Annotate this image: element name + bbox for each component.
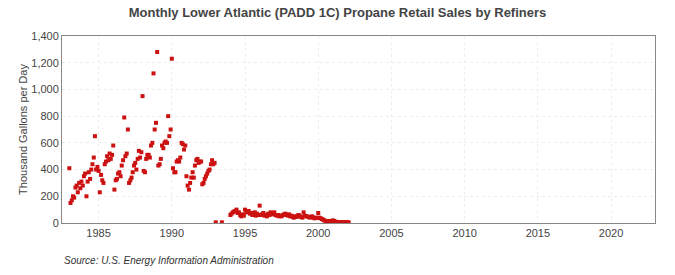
svg-text:2020: 2020 <box>599 227 623 239</box>
svg-text:1,400: 1,400 <box>31 30 59 42</box>
svg-text:2005: 2005 <box>379 227 403 239</box>
svg-text:Source: U.S. Energy Informatio: Source: U.S. Energy Information Administ… <box>64 255 274 266</box>
svg-text:800: 800 <box>40 110 58 122</box>
svg-text:1985: 1985 <box>86 227 110 239</box>
svg-text:Monthly Lower Atlantic (PADD 1: Monthly Lower Atlantic (PADD 1C) Propane… <box>129 5 547 20</box>
svg-text:1990: 1990 <box>160 227 184 239</box>
svg-text:0: 0 <box>53 217 59 229</box>
svg-text:Thousand Gallons per Day: Thousand Gallons per Day <box>17 64 29 195</box>
svg-text:1,200: 1,200 <box>31 57 59 69</box>
svg-text:200: 200 <box>40 190 58 202</box>
svg-text:2010: 2010 <box>452 227 476 239</box>
svg-text:400: 400 <box>40 163 58 175</box>
svg-text:600: 600 <box>40 137 58 149</box>
svg-text:1995: 1995 <box>233 227 257 239</box>
svg-text:1,000: 1,000 <box>31 83 59 95</box>
svg-text:2015: 2015 <box>526 227 550 239</box>
svg-text:2000: 2000 <box>306 227 330 239</box>
